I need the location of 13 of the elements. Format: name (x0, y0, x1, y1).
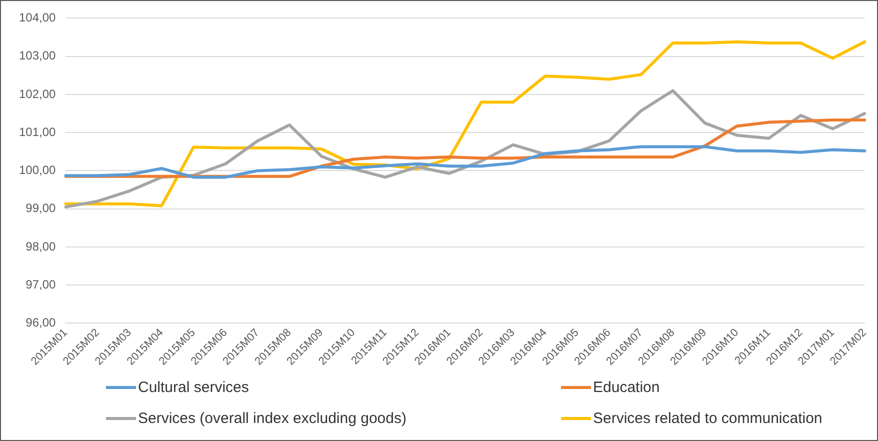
y-tick-label: 101,00 (19, 124, 56, 139)
legend-label: Cultural services (138, 379, 249, 396)
y-tick-label: 99,00 (26, 201, 56, 216)
legend-label: Education (593, 379, 660, 396)
y-tick-label: 104,00 (19, 10, 56, 25)
legend-label: Services (overall index excluding goods) (138, 410, 406, 427)
y-tick-label: 97,00 (26, 277, 56, 292)
y-tick-label: 103,00 (19, 48, 56, 63)
y-tick-label: 102,00 (19, 86, 56, 101)
y-tick-label: 98,00 (26, 239, 56, 254)
legend-label: Services related to communication (593, 410, 822, 427)
y-tick-label: 96,00 (26, 316, 56, 330)
y-tick-label: 100,00 (19, 163, 56, 178)
